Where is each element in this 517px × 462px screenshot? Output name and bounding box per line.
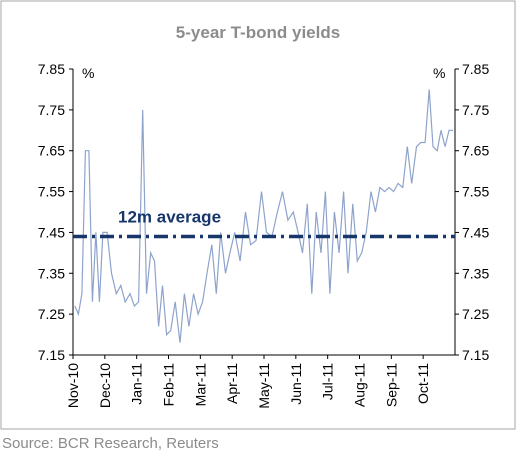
average-label: 12m average <box>118 208 221 227</box>
x-tick-label: Jan-11 <box>129 363 145 405</box>
source-note: Source: BCR Research, Reuters <box>2 435 219 452</box>
x-tick-label: Mar-11 <box>192 363 208 407</box>
y2-tick-label: 7.35 <box>462 265 489 281</box>
chart-frame <box>0 0 516 430</box>
y-tick-label: 7.25 <box>38 306 65 322</box>
y-tick-label: 7.85 <box>38 61 65 77</box>
x-tick-label: Apr-11 <box>224 363 240 404</box>
x-tick-label: Jul-11 <box>320 363 336 400</box>
y2-tick-label: 7.25 <box>462 306 489 322</box>
y2-tick-label: 7.15 <box>462 347 489 363</box>
y2-tick-label: 7.75 <box>462 102 489 118</box>
y-tick-label: 7.45 <box>38 224 65 240</box>
x-tick-label: Dec-10 <box>97 363 113 408</box>
x-tick-label: Oct-11 <box>415 363 431 404</box>
y2-tick-label: 7.55 <box>462 184 489 200</box>
x-tick-label: Feb-11 <box>161 363 177 407</box>
chart-title: 5-year T-bond yields <box>176 23 340 42</box>
y-tick-label: 7.75 <box>38 102 65 118</box>
y-tick-label: 7.55 <box>38 184 65 200</box>
y-unit-label: % <box>82 65 94 81</box>
x-tick-label: Aug-11 <box>352 363 368 407</box>
x-tick-label: Jun-11 <box>288 363 304 405</box>
y2-unit-label: % <box>433 65 445 81</box>
y2-tick-label: 7.45 <box>462 224 489 240</box>
y-tick-label: 7.35 <box>38 265 65 281</box>
y2-tick-label: 7.85 <box>462 61 489 77</box>
data-line <box>74 89 454 343</box>
x-tick-label: Sep-11 <box>383 363 399 407</box>
x-tick-label: May-11 <box>256 363 272 409</box>
x-tick-label: Nov-10 <box>65 363 81 408</box>
y2-tick-label: 7.65 <box>462 143 489 159</box>
y-tick-label: 7.15 <box>38 347 65 363</box>
y-tick-label: 7.65 <box>38 143 65 159</box>
